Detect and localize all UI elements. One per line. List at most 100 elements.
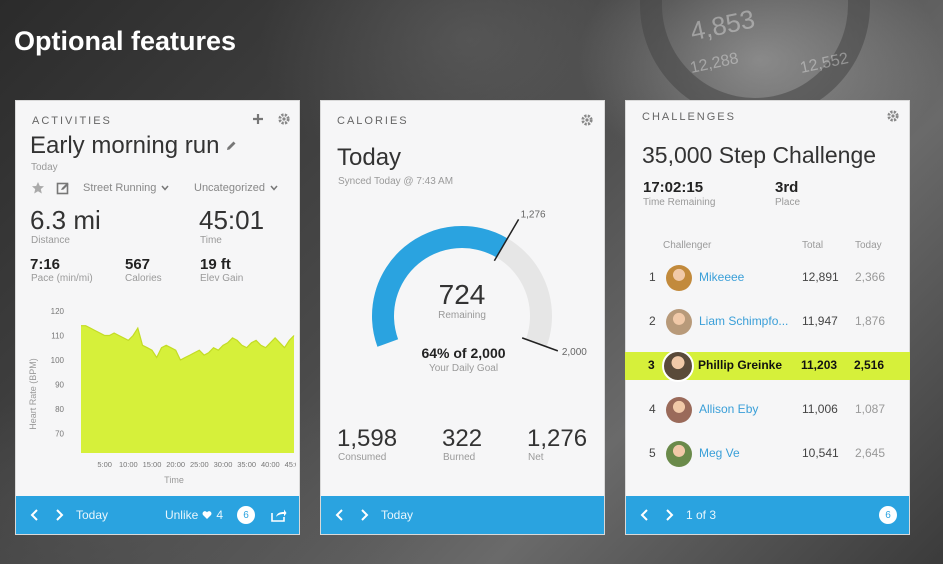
net-marker-line — [493, 218, 520, 262]
y-tick-label: 120 — [51, 307, 65, 316]
leaderboard-row[interactable]: 3 Phillip Greinke 11,203 2,516 — [625, 350, 910, 382]
y-tick-label: 90 — [55, 380, 64, 389]
x-tick-label: 5:00 — [97, 460, 112, 469]
rank: 2 — [649, 314, 656, 328]
y-axis-label: Heart Rate (BPM) — [28, 358, 38, 430]
like-count: 4 — [216, 508, 223, 522]
remaining-label: Remaining — [438, 310, 486, 321]
unlike-button[interactable]: Unlike 4 — [165, 508, 223, 522]
total-steps: 11,947 — [802, 314, 838, 328]
col-header-total: Total — [802, 240, 824, 251]
net-value: 1,276 — [527, 425, 588, 452]
challenger-name[interactable]: Allison Eby — [699, 402, 759, 416]
net-marker-label: 1,276 — [521, 209, 546, 220]
add-icon[interactable] — [252, 113, 264, 125]
section-label: CALORIES — [337, 115, 409, 127]
goal-marker-label: 2,000 — [562, 347, 587, 358]
heart-icon — [202, 511, 212, 519]
y-tick-label: 80 — [55, 405, 64, 414]
chevron-left-icon[interactable] — [333, 508, 347, 522]
chevron-right-icon[interactable] — [357, 508, 371, 522]
chevron-left-icon[interactable] — [638, 508, 652, 522]
avatar[interactable] — [666, 397, 692, 423]
challenger-name[interactable]: Mikeeee — [699, 270, 745, 284]
chevron-right-icon[interactable] — [662, 508, 676, 522]
col-header-today: Today — [855, 240, 882, 251]
leaderboard-row[interactable]: 4 Allison Eby 11,006 1,087 — [626, 388, 909, 432]
calories-footer: Today — [321, 496, 604, 534]
consumed-label: Consumed — [338, 452, 387, 463]
avatar[interactable] — [666, 441, 692, 467]
x-axis-label: Time — [164, 475, 184, 485]
leaderboard-row[interactable]: 2 Liam Schimpfo... 11,947 1,876 — [626, 300, 909, 344]
star-icon[interactable] — [31, 181, 45, 195]
chevron-down-icon — [161, 185, 169, 191]
pagination-label: 1 of 3 — [686, 508, 717, 522]
place-label: Place — [775, 197, 801, 208]
y-tick-label: 70 — [55, 429, 64, 438]
total-steps: 11,203 — [801, 358, 838, 372]
share-icon[interactable] — [271, 508, 287, 522]
gear-icon[interactable] — [277, 112, 291, 126]
section-label: CHALLENGES — [642, 111, 736, 123]
category-value: Uncategorized — [194, 182, 265, 194]
comment-count-badge[interactable]: 6 — [237, 506, 255, 524]
calories-title: Today — [337, 144, 402, 171]
time-value: 45:01 — [199, 205, 265, 235]
x-tick-label: 30:00 — [214, 460, 233, 469]
today-steps: 2,366 — [855, 270, 886, 284]
place-value: 3rd — [775, 179, 799, 196]
rank: 3 — [648, 358, 655, 372]
avatar[interactable] — [666, 265, 692, 291]
today-steps: 1,087 — [855, 402, 886, 416]
x-tick-label: 15:00 — [143, 460, 162, 469]
x-tick-label: 40:00 — [261, 460, 280, 469]
x-tick-label: 45:00 — [285, 460, 296, 469]
leaderboard-row[interactable]: 5 Meg Ve 10,541 2,645 — [626, 432, 909, 476]
activities-card: ACTIVITIES Early morning run Today Stree… — [15, 100, 300, 535]
challenger-name[interactable]: Meg Ve — [699, 446, 740, 460]
rank: 4 — [649, 402, 656, 416]
time-label: Time — [200, 235, 222, 246]
avatar[interactable] — [662, 350, 694, 382]
heart-rate-chart: Heart Rate (BPM) 120 110 100 90 80 70 5:00 10:… — [28, 307, 296, 485]
distance-value: 6.3 mi — [30, 205, 101, 235]
col-header-challenger: Challenger — [663, 240, 712, 251]
category-select[interactable]: Uncategorized — [194, 182, 278, 194]
activity-type-select[interactable]: Street Running — [83, 182, 169, 194]
today-steps: 2,516 — [854, 358, 885, 372]
page-title: Optional features — [14, 26, 237, 56]
comment-count-badge[interactable]: 6 — [879, 506, 897, 524]
total-steps: 10,541 — [802, 446, 839, 460]
gear-icon[interactable] — [580, 113, 594, 127]
activity-title[interactable]: Early morning run — [30, 132, 220, 159]
synced-text: Synced Today @ 7:43 AM — [338, 176, 454, 187]
heart-rate-area — [81, 325, 294, 453]
chevron-right-icon[interactable] — [52, 508, 66, 522]
gauge-net-arc — [372, 225, 508, 347]
challenger-name[interactable]: Liam Schimpfo... — [699, 314, 789, 328]
pace-value: 7:16 — [30, 256, 61, 273]
gear-icon[interactable] — [886, 109, 900, 123]
remaining-value: 724 — [439, 279, 486, 310]
calories-card: CALORIES Today Synced Today @ 7:43 AM 1,… — [320, 100, 605, 535]
time-remaining-label: Time Remaining — [643, 197, 716, 208]
elev-gain-value: 19 ft — [200, 256, 231, 273]
challenges-footer: 1 of 3 6 — [626, 496, 909, 534]
section-label: ACTIVITIES — [32, 115, 112, 127]
total-steps: 11,006 — [802, 402, 838, 416]
activities-footer: Today Unlike 4 6 — [16, 496, 299, 534]
total-steps: 12,891 — [802, 270, 839, 284]
edit-pencil-icon[interactable] — [225, 140, 237, 152]
goal-marker-line — [521, 337, 559, 352]
elev-gain-label: Elev Gain — [200, 273, 244, 284]
y-tick-label: 100 — [51, 356, 65, 365]
calorie-gauge: 1,276 2,000 724 Remaining — [372, 209, 587, 358]
note-icon[interactable] — [56, 181, 70, 195]
avatar[interactable] — [666, 309, 692, 335]
burned-value: 322 — [442, 425, 483, 452]
chevron-left-icon[interactable] — [28, 508, 42, 522]
challenger-name[interactable]: Phillip Greinke — [698, 358, 783, 372]
leaderboard-row[interactable]: 1 Mikeeee 12,891 2,366 — [626, 256, 909, 300]
x-tick-label: 25:00 — [190, 460, 209, 469]
